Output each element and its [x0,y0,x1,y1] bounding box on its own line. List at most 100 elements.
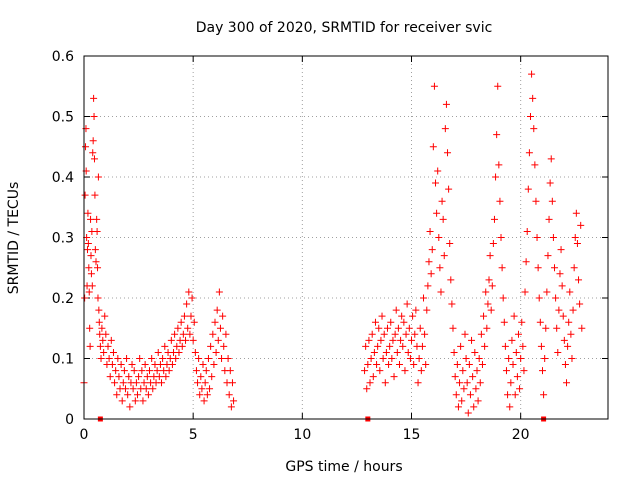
data-point [507,379,515,387]
data-point [489,240,497,248]
data-point [408,336,415,344]
data-point [94,264,102,272]
data-point [367,355,375,362]
data-point [144,391,152,399]
data-point [416,324,424,332]
data-point [190,318,198,326]
data-point [373,361,381,369]
data-point [427,270,435,278]
data-point [368,330,376,338]
data-point [179,330,187,338]
data-point [104,342,112,350]
data-point [526,113,534,120]
data-point [84,240,92,248]
data-point [386,342,394,350]
data-point [101,312,109,320]
data-point [131,397,139,405]
data-point [86,324,94,332]
data-point [576,300,584,308]
data-point [376,367,384,375]
data-point [222,330,230,338]
data-point [208,373,216,381]
data-point [500,318,508,326]
data-point [99,336,107,344]
data-point [460,385,468,393]
data-point [453,361,461,369]
data-point [389,336,397,344]
y-tick-label: 0.6 [52,49,74,65]
x-tick-label: 0 [80,427,89,443]
data-point [96,330,104,338]
data-point [535,294,543,302]
data-point [496,197,504,205]
data-point [432,179,440,187]
data-point [405,324,413,332]
data-point [85,288,93,296]
data-point [536,318,544,326]
data-point [85,264,93,272]
data-point [437,288,445,296]
chart-title: Day 300 of 2020, SRMTID for receiver svi… [196,20,493,36]
data-point [575,276,583,284]
data-point [498,264,506,272]
data-point [555,306,563,314]
data-point [215,288,223,296]
data-point [502,367,510,375]
data-point [125,373,133,381]
data-point [473,367,481,375]
data-point [424,282,432,290]
data-point [542,324,550,332]
y-tick-label: 0.4 [52,170,74,186]
data-point [539,367,546,375]
data-point [573,240,581,248]
data-point [557,246,565,254]
data-point [83,246,91,254]
data-point [433,209,441,217]
plot-frame [83,55,609,420]
data-point [553,324,561,332]
data-point [141,361,149,369]
data-point [95,318,103,326]
data-point [88,282,96,290]
data-point [361,367,369,375]
data-point [211,318,219,326]
data-point [168,361,176,369]
data-point [472,385,480,393]
data-point [184,324,192,332]
data-point [129,385,137,393]
data-point [559,312,567,320]
data-point [189,336,197,344]
data-point [364,361,372,369]
data-point [198,385,206,393]
data-point [154,348,162,356]
data-point [186,330,194,338]
data-point [470,403,478,411]
data-point [524,185,532,193]
data-point [463,379,471,387]
data-point [471,348,479,356]
data-point [196,391,204,399]
data-point [100,348,108,356]
data-point [91,246,99,254]
data-point [130,367,138,375]
data-point [537,342,545,350]
data-point [414,379,422,387]
x-tick-label: 5 [189,427,198,443]
data-point [446,240,454,248]
data-point [492,173,500,181]
data-point [84,209,92,217]
data-point [506,403,514,411]
data-point [517,355,525,362]
data-point [383,324,391,332]
data-point [393,348,401,356]
data-point [477,330,485,338]
data-point [93,227,101,235]
data-point [140,379,148,387]
data-point [126,403,134,411]
data-point [577,221,585,229]
data-point [533,234,541,241]
data-point [505,355,513,362]
data-point [481,342,489,350]
data-point [545,215,553,223]
data-point [406,355,414,362]
